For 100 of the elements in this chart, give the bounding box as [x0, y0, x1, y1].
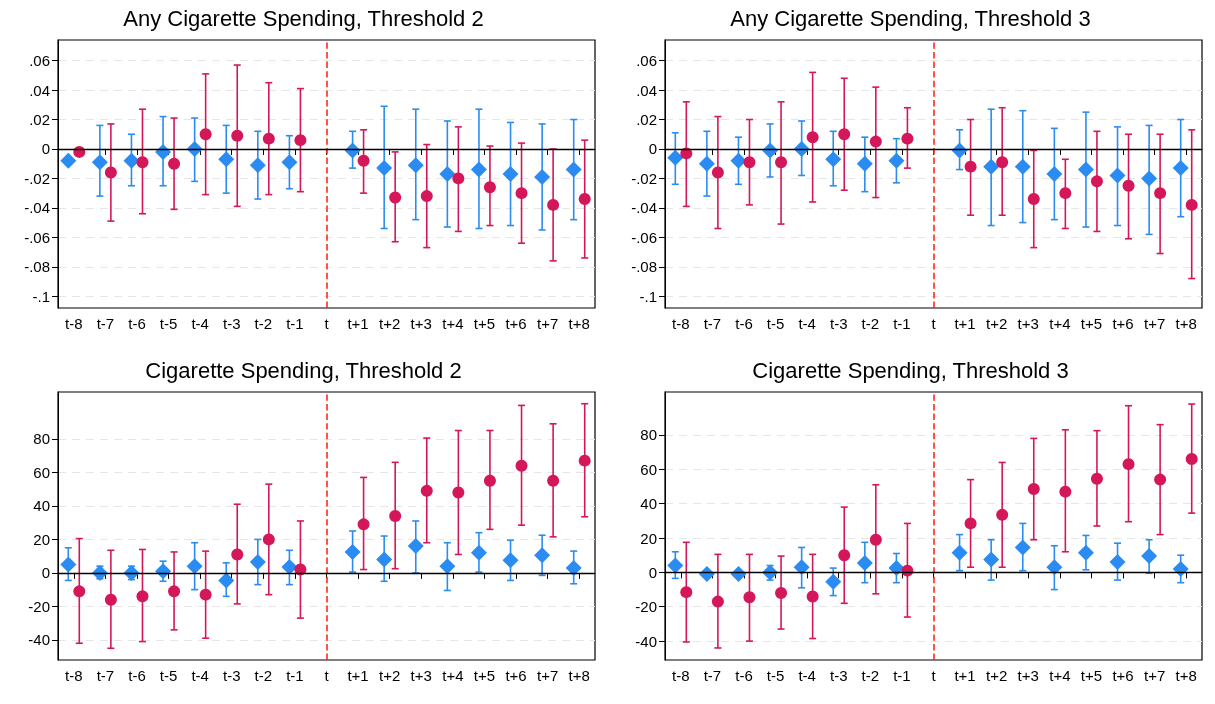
x-tick-label: t-6 [128, 315, 146, 332]
x-tick-label: t-5 [159, 315, 178, 332]
x-tick-label: t-2 [861, 667, 880, 684]
x-tick-label: t-6 [128, 667, 146, 684]
y-tick-label: -.02 [24, 169, 50, 187]
x-tick-label: t-3 [829, 667, 848, 684]
x-tick-label: t+8 [1175, 315, 1197, 332]
x-tick-label: t-4 [191, 315, 209, 332]
y-tick-label: 60 [33, 463, 50, 481]
x-tick-label: t-4 [798, 315, 816, 332]
x-tick-label: t-8 [672, 667, 690, 684]
x-tick-label: t [324, 667, 330, 684]
y-tick-label: -.02 [631, 169, 657, 187]
y-tick-label: .04 [636, 81, 657, 99]
y-tick-label: -.1 [639, 287, 657, 305]
x-tick-label: t-5 [766, 667, 785, 684]
y-tick-label: -.06 [24, 228, 50, 246]
x-tick-label: t [931, 667, 937, 684]
x-tick-label: t-7 [703, 315, 722, 332]
x-tick-label: t+4 [442, 667, 464, 684]
x-tick-label: t-8 [65, 315, 83, 332]
x-tick-label: t-2 [254, 315, 273, 332]
x-tick-label: t+5 [1080, 315, 1103, 332]
x-tick-label: t-6 [735, 667, 753, 684]
x-tick-label: t-3 [829, 315, 848, 332]
x-tick-label: t-6 [735, 315, 753, 332]
y-tick-label: 0 [41, 140, 50, 158]
x-tick-label: t-5 [159, 667, 178, 684]
x-tick-label: t+1 [347, 667, 369, 684]
x-tick-label: t+6 [505, 315, 527, 332]
x-tick-label: t+4 [442, 315, 464, 332]
y-tick-label: -20 [635, 598, 657, 616]
x-tick-label: t+2 [379, 315, 401, 332]
x-tick-label: t+8 [568, 667, 590, 684]
x-tick-label: t+7 [1143, 667, 1166, 684]
chart-title: Any Cigarette Spending, Threshold 2 [123, 5, 484, 31]
y-tick-label: -20 [28, 597, 50, 615]
x-tick-label: t+7 [1143, 315, 1166, 332]
x-tick-label: t+3 [1017, 667, 1039, 684]
x-tick-label: t-3 [222, 667, 241, 684]
y-tick-label: .06 [636, 52, 657, 70]
x-tick-label: t+4 [1049, 667, 1071, 684]
y-tick-label: -.08 [631, 258, 657, 276]
chart-title: Cigarette Spending, Threshold 3 [752, 357, 1069, 383]
y-tick-label: -.04 [631, 199, 657, 217]
x-tick-label: t+7 [536, 315, 559, 332]
y-tick-label: .06 [29, 52, 50, 70]
chart-title: Any Cigarette Spending, Threshold 3 [730, 5, 1091, 31]
y-tick-label: 20 [640, 529, 657, 547]
x-tick-label: t+2 [379, 667, 401, 684]
x-tick-label: t+8 [1175, 667, 1197, 684]
x-tick-label: t+5 [1080, 667, 1103, 684]
x-tick-label: t-3 [222, 315, 241, 332]
x-tick-label: t-8 [65, 667, 83, 684]
x-tick-label: t+1 [347, 315, 369, 332]
y-tick-label: 0 [41, 564, 50, 582]
y-tick-label: .02 [29, 111, 50, 129]
x-tick-label: t-1 [893, 315, 911, 332]
x-tick-label: t+2 [986, 315, 1008, 332]
x-tick-label: t+3 [410, 667, 432, 684]
y-tick-label: 80 [33, 430, 50, 448]
y-tick-label: 40 [33, 497, 50, 515]
x-tick-label: t [324, 315, 330, 332]
x-tick-label: t+4 [1049, 315, 1071, 332]
y-tick-label: -.06 [631, 228, 657, 246]
y-tick-label: -40 [635, 632, 657, 650]
x-tick-label: t+6 [1112, 315, 1134, 332]
x-tick-label: t-1 [286, 315, 304, 332]
x-tick-label: t-8 [672, 315, 690, 332]
y-tick-label: -.1 [32, 287, 50, 305]
y-tick-label: -.08 [24, 258, 50, 276]
x-tick-label: t+2 [986, 667, 1008, 684]
y-tick-label: .04 [29, 81, 50, 99]
x-tick-label: t+1 [954, 315, 976, 332]
y-tick-label: -.04 [24, 199, 50, 217]
x-tick-label: t+7 [536, 667, 559, 684]
x-tick-label: t+3 [410, 315, 432, 332]
x-tick-label: t+6 [505, 667, 527, 684]
y-tick-label: .02 [636, 111, 657, 129]
x-tick-label: t-2 [254, 667, 273, 684]
x-tick-label: t [931, 315, 937, 332]
y-tick-label: 0 [648, 563, 657, 581]
x-tick-label: t-7 [703, 667, 722, 684]
y-tick-label: -40 [28, 631, 50, 649]
x-tick-label: t+6 [1112, 667, 1134, 684]
x-tick-label: t-7 [96, 315, 115, 332]
x-tick-label: t+5 [473, 667, 496, 684]
x-tick-label: t-1 [286, 667, 304, 684]
x-tick-label: t-4 [191, 667, 209, 684]
y-tick-label: 80 [640, 426, 657, 444]
chart-title: Cigarette Spending, Threshold 2 [145, 357, 462, 383]
x-tick-label: t-7 [96, 667, 115, 684]
x-tick-label: t-5 [766, 315, 785, 332]
y-tick-label: 20 [33, 530, 50, 548]
x-tick-label: t+5 [473, 315, 496, 332]
x-tick-label: t-2 [861, 315, 880, 332]
y-tick-label: 0 [648, 140, 657, 158]
x-tick-label: t+8 [568, 315, 590, 332]
x-tick-label: t+3 [1017, 315, 1039, 332]
x-tick-label: t-1 [893, 667, 911, 684]
